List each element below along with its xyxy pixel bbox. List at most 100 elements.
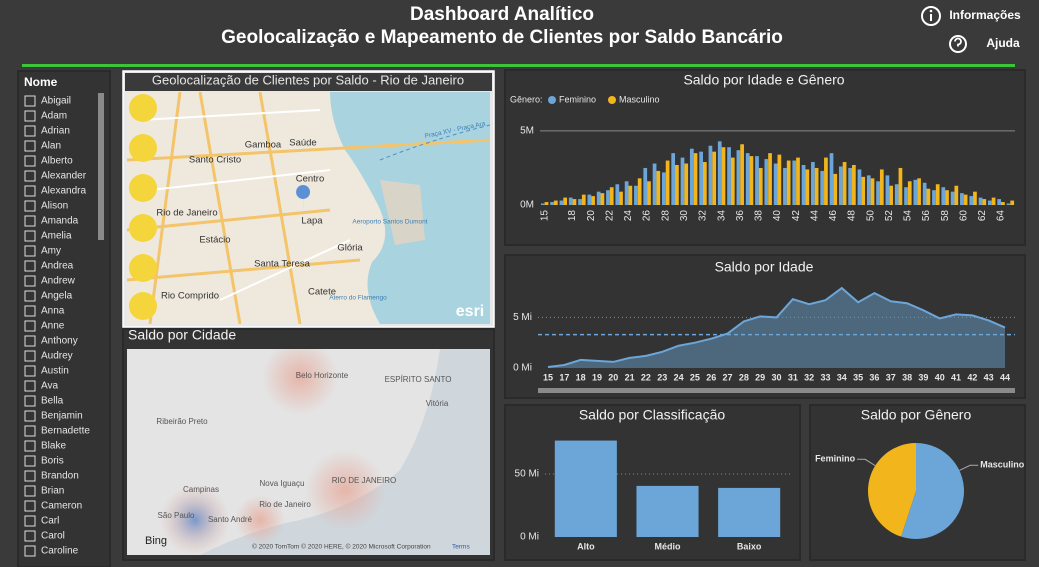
- map-tool-button[interactable]: [129, 94, 157, 122]
- x-tick-label: 27: [723, 372, 733, 382]
- slicer-item[interactable]: Ava: [24, 380, 58, 392]
- scrollbar[interactable]: [98, 93, 104, 240]
- slicer-item[interactable]: Amelia: [24, 230, 72, 242]
- slicer-item[interactable]: Adrian: [24, 125, 70, 137]
- map-tool-button[interactable]: [129, 174, 157, 202]
- slicer-item[interactable]: Bernadette: [24, 425, 90, 437]
- slicer-item[interactable]: Bella: [24, 395, 64, 407]
- bar: [987, 200, 992, 205]
- checkbox: [24, 275, 36, 287]
- map-pin[interactable]: [296, 185, 311, 214]
- slicer-item[interactable]: Amanda: [24, 215, 79, 227]
- pie-label: Feminino: [815, 454, 856, 464]
- bar: [718, 487, 781, 537]
- pie-slice[interactable]: [901, 443, 964, 539]
- map-tool-button[interactable]: [129, 254, 157, 282]
- info-button[interactable]: Informações: [921, 6, 1021, 26]
- bar: [1010, 200, 1015, 205]
- map-tool-button[interactable]: [129, 134, 157, 162]
- bar: [861, 176, 866, 205]
- slicer-item[interactable]: Austin: [24, 365, 69, 377]
- x-tick-label: 32: [698, 210, 709, 222]
- y-tick-label: 50 Mi: [515, 469, 539, 480]
- slicer-item[interactable]: Andrea: [24, 260, 74, 272]
- bar: [963, 194, 968, 205]
- map-tool-button[interactable]: [129, 292, 157, 320]
- checkbox: [24, 215, 36, 227]
- bar: [898, 167, 903, 205]
- slicer-item[interactable]: Amy: [24, 245, 61, 257]
- checkbox: [24, 470, 36, 482]
- slicer-item[interactable]: Benjamin: [24, 410, 83, 422]
- slicer-item[interactable]: Carol: [24, 530, 65, 542]
- bar: [954, 185, 959, 205]
- bar: [544, 202, 549, 205]
- bar: [926, 188, 931, 205]
- area: [548, 288, 1005, 368]
- slicer-item[interactable]: Brandon: [24, 470, 79, 482]
- slicer-item[interactable]: Caroline: [24, 545, 79, 557]
- help-button[interactable]: Ajuda: [949, 35, 1020, 53]
- x-tick-label: 44: [809, 210, 820, 222]
- checkbox: [24, 365, 36, 377]
- bar: [917, 178, 921, 205]
- x-tick-label: 34: [837, 372, 847, 382]
- checkbox: [24, 440, 36, 452]
- slicer-item[interactable]: Alexander: [24, 170, 87, 182]
- x-tick-label: 28: [739, 372, 749, 382]
- slicer-item[interactable]: Alan: [24, 140, 61, 152]
- slicer-item[interactable]: Blake: [24, 440, 66, 452]
- slicer-item[interactable]: Adam: [24, 110, 67, 122]
- x-tick-label: 36: [735, 210, 746, 222]
- bar: [572, 199, 577, 205]
- x-tick-label: 32: [804, 372, 814, 382]
- slicer-item[interactable]: Audrey: [24, 350, 73, 362]
- checkbox: [24, 410, 36, 422]
- x-tick-label: 37: [886, 372, 896, 382]
- slicer-item[interactable]: Cameron: [24, 500, 82, 512]
- street-map[interactable]: Gamboa Saúde Santo Cristo Centro Rio de Jane…: [127, 92, 490, 324]
- pie-slice[interactable]: [868, 443, 916, 537]
- slicer-item[interactable]: Alison: [24, 200, 68, 212]
- info-icon-dot: [929, 9, 933, 13]
- slicer-item[interactable]: Brian: [24, 485, 64, 497]
- slicer-item-label: Brian: [41, 486, 64, 497]
- map-label: Gamboa: [245, 140, 282, 151]
- slicer-item[interactable]: Anna: [24, 305, 65, 317]
- bar: [945, 190, 949, 205]
- scrollbar[interactable]: [538, 388, 1015, 393]
- y-tick-label: 5 Mi: [513, 312, 532, 323]
- x-tick-label: 26: [642, 210, 653, 222]
- bubble-map[interactable]: Belo Horizonte ESPÍRITO SANTO Vitória Ribei…: [127, 339, 490, 555]
- slicer-item[interactable]: Angela: [24, 290, 73, 302]
- slicer-item-label: Amy: [41, 246, 61, 257]
- slicer-item-label: Austin: [41, 366, 69, 377]
- slicer-item[interactable]: Alberto: [24, 155, 73, 167]
- slicer-item[interactable]: Anthony: [24, 335, 78, 347]
- slicer-item[interactable]: Boris: [24, 455, 64, 467]
- slicer-item[interactable]: Abigail: [24, 95, 71, 107]
- map-label: Rio Comprido: [161, 291, 219, 302]
- bar: [768, 153, 772, 205]
- map-tool-button[interactable]: [129, 214, 157, 242]
- slicer-item[interactable]: Carl: [24, 515, 59, 527]
- map-label: Centro: [296, 174, 325, 185]
- bar: [922, 182, 927, 205]
- checkbox: [24, 395, 36, 407]
- x-tick-label: 39: [918, 372, 928, 382]
- slicer-item[interactable]: Alexandra: [24, 185, 86, 197]
- map-label: Vitória: [426, 399, 449, 408]
- bar: [879, 169, 884, 205]
- bar: [581, 194, 586, 205]
- bar: [894, 184, 899, 205]
- x-tick-label: 41: [951, 372, 961, 382]
- checkbox: [24, 515, 36, 527]
- bar: [913, 179, 918, 205]
- map-terms[interactable]: Terms: [452, 544, 470, 551]
- bar: [717, 141, 722, 205]
- slicer-item[interactable]: Anne: [24, 320, 65, 332]
- slicer-item-label: Amanda: [41, 216, 79, 227]
- bar: [559, 200, 564, 205]
- slicer-item[interactable]: Andrew: [24, 275, 76, 287]
- slicer-item-label: Andrew: [41, 276, 76, 287]
